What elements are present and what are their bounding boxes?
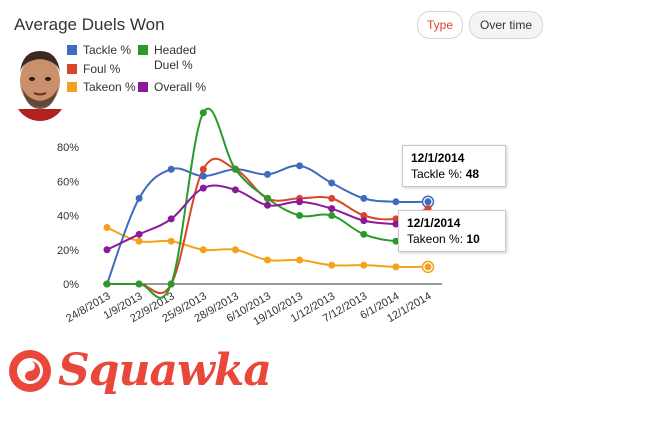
data-point-takeon (264, 256, 271, 264)
data-point-headed-duel (167, 280, 175, 288)
data-point-tackle (135, 194, 143, 202)
data-point-takeon (392, 263, 400, 271)
data-point-overall (360, 217, 368, 225)
over-time-button[interactable]: Over time (469, 11, 543, 39)
data-point-headed-duel (296, 212, 304, 219)
data-point-headed-duel (199, 109, 207, 117)
y-tick-label: 80% (57, 142, 79, 154)
legend-label: Foul % (83, 62, 121, 76)
data-point-takeon (231, 246, 239, 254)
legend-label: Takeon % (83, 80, 136, 94)
series-line-foul (107, 157, 429, 295)
y-tick-label: 20% (57, 245, 79, 257)
data-point-takeon (103, 223, 111, 231)
data-point-tackle (360, 194, 368, 202)
legend: Tackle % Headed Duel % Foul % Takeon % O… (67, 43, 207, 113)
data-point-headed-duel (392, 237, 400, 245)
legend-swatch-overall (138, 82, 148, 92)
legend-swatch-tackle (67, 45, 77, 55)
data-point-foul (328, 194, 336, 202)
legend-swatch-foul (67, 64, 77, 74)
data-point-foul (392, 215, 400, 223)
y-tick-label: 0% (63, 279, 79, 291)
tooltip-date: 12/1/2014 (411, 151, 465, 165)
tooltip-date: 12/1/2014 (407, 216, 461, 230)
data-point-tackle (296, 162, 304, 170)
data-point-overall (328, 205, 336, 213)
chart-title: Average Duels Won (14, 15, 165, 34)
data-point-overall (135, 230, 143, 238)
data-point-tackle (167, 165, 175, 173)
legend-label: Overall % (154, 80, 207, 94)
data-point-overall (103, 246, 111, 254)
data-point-overall (296, 198, 304, 206)
data-point-headed-duel (135, 280, 143, 288)
data-point-foul (360, 212, 368, 219)
tooltip-value: 48 (465, 167, 480, 181)
data-point-headed-duel (360, 230, 368, 238)
legend-label: Tackle % (83, 43, 132, 57)
data-point-takeon (167, 237, 175, 245)
data-point-overall (199, 184, 207, 192)
data-point-takeon (135, 237, 143, 245)
squawka-logo: Squawka (6, 345, 276, 405)
data-point-tackle (392, 198, 400, 206)
data-point-tackle (328, 179, 336, 187)
legend-swatch-headed (138, 45, 148, 55)
tooltip-tackle: 12/1/2014 Tackle %: 48 (402, 145, 506, 187)
legend-swatch-takeon (67, 82, 77, 92)
data-point-takeon (328, 261, 336, 269)
data-point-headed-duel (264, 194, 271, 202)
legend-label: Headed Duel % (154, 43, 197, 72)
y-tick-label: 60% (57, 176, 79, 188)
brand-name: Squawka (58, 345, 272, 396)
player-photo (14, 43, 66, 121)
data-point-headed-duel (231, 165, 239, 173)
data-point-overall (264, 201, 271, 209)
tooltip-takeon: 12/1/2014 Takeon %: 10 (398, 210, 506, 252)
data-point-overall (392, 220, 400, 228)
player-avatar (14, 43, 66, 121)
squawka-logo-icon (9, 350, 51, 392)
data-point-takeon (360, 261, 368, 269)
y-tick-label: 40% (57, 211, 79, 223)
data-point-takeon (424, 263, 432, 271)
data-point-headed-duel (328, 212, 336, 219)
data-point-headed-duel (103, 280, 111, 288)
data-point-tackle (264, 170, 271, 178)
data-point-takeon (199, 246, 207, 254)
tooltip-label: Takeon %: (407, 232, 464, 246)
type-button[interactable]: Type (417, 11, 463, 39)
data-point-takeon (296, 256, 304, 264)
tooltip-label: Tackle %: (411, 167, 463, 181)
data-point-foul (199, 165, 207, 173)
data-point-overall (167, 215, 175, 223)
data-point-overall (231, 186, 239, 194)
data-point-tackle (199, 172, 207, 180)
data-point-tackle (424, 198, 432, 206)
tooltip-value: 10 (466, 232, 480, 246)
